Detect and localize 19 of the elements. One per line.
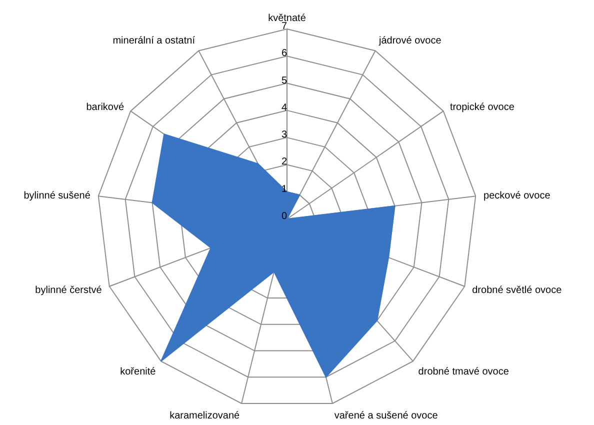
spoke-label: bylinné sušené: [24, 190, 91, 202]
spoke-label: peckové ovoce: [484, 190, 551, 202]
spoke-label: vařené a sušené ovoce: [334, 410, 438, 422]
spoke-label: kořenité: [120, 366, 156, 378]
spoke-label: jádrové ovoce: [378, 36, 442, 47]
y-tick-label: 7: [281, 21, 288, 32]
spoke-label: minerální a ostatní: [112, 36, 196, 47]
y-tick-label: 3: [281, 130, 288, 141]
y-tick-label: 6: [281, 48, 288, 60]
y-tick-label: 5: [281, 75, 288, 86]
spoke-label: bylinné čerstvé: [35, 284, 102, 296]
y-tick-label: 2: [281, 156, 288, 168]
spoke-label: barikové: [86, 102, 124, 114]
spoke-label: karamelizované: [170, 410, 240, 422]
y-tick-label: 0: [281, 211, 288, 222]
spoke-label: tropické ovoce: [450, 102, 515, 114]
spoke-label: drobné světlé ovoce: [472, 284, 562, 296]
spoke-label: drobné tmavé ovoce: [418, 366, 510, 378]
y-tick-label: 4: [281, 102, 288, 114]
